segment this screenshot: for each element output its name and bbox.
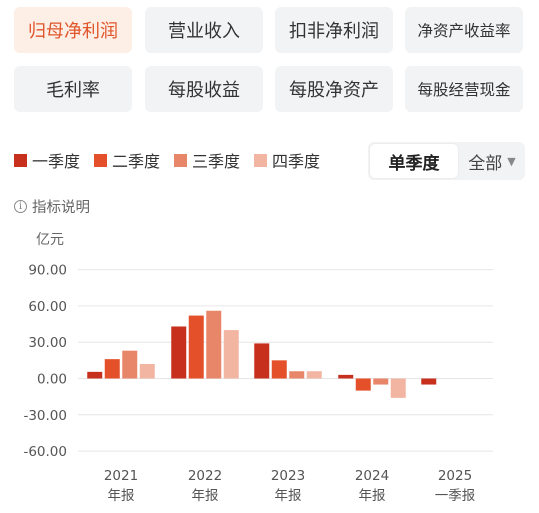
tab-gross-margin[interactable]: 毛利率 [14,66,132,112]
tab-revenue[interactable]: 营业收入 [145,7,263,53]
legend-swatch-q4 [254,153,268,167]
tab-deducted-net-profit[interactable]: 扣非净利润 [275,7,393,53]
bar-2022-q3 [206,310,222,379]
tab-eps[interactable]: 每股收益 [145,66,263,112]
y-tick-label: 90.00 [28,263,67,279]
indicator-explanation-link[interactable]: i 指标说明 [14,196,90,217]
bar-2024-q1 [338,374,354,379]
x-tick-period: 年报 [108,488,135,504]
tab-bvps[interactable]: 每股净资产 [275,66,393,112]
x-tick-year: 2023 [271,468,305,484]
legend-label-q1: 一季度 [32,152,81,171]
legend-label-q3: 三季度 [192,152,241,171]
x-tick-year: 2021 [104,468,138,484]
all-periods-label: 全部 [468,153,503,174]
bar-2022-q4 [223,330,239,379]
x-tick-year: 2024 [355,468,389,484]
bar-2022-q2 [188,315,204,379]
bar-2021-q3 [122,350,138,379]
x-tick-period: 年报 [192,488,219,504]
tab-roe[interactable]: 净资产收益率 [405,7,523,53]
legend-label-q2: 二季度 [112,152,161,171]
chart-legend: 一季度 二季度 三季度 四季度 [14,146,334,174]
bar-2022-q1 [171,326,187,379]
tab-net-profit[interactable]: 归母净利润 [14,7,132,53]
indicator-explanation-label: 指标说明 [32,200,90,216]
all-periods-dropdown[interactable]: 全部 ▼ [462,144,522,178]
legend-item-q1[interactable]: 一季度 [14,148,80,172]
bar-2025-q1 [421,378,437,385]
x-tick-year: 2022 [188,468,222,484]
legend-item-q3[interactable]: 三季度 [174,148,240,172]
bar-2021-q1 [87,371,103,379]
bar-2024-q4 [390,378,406,398]
bar-2023-q2 [271,360,287,379]
bar-2021-q2 [104,359,120,379]
x-tick-period: 年报 [275,488,302,504]
legend-swatch-q3 [174,153,188,167]
x-tick-period: 一季报 [435,488,476,504]
legend-swatch-q2 [94,153,108,167]
bar-2023-q1 [254,343,270,379]
bar-2023-q4 [306,371,322,379]
legend-item-q4[interactable]: 四季度 [254,148,320,172]
y-tick-label: 0.00 [37,372,67,388]
y-tick-label: -60.00 [23,444,67,460]
y-axis-unit: 亿元 [36,232,64,248]
y-tick-label: -30.00 [23,408,67,424]
single-quarter-button[interactable]: 单季度 [370,144,458,178]
bar-2021-q4 [139,363,155,379]
legend-swatch-q1 [14,153,27,167]
bar-2023-q3 [289,371,305,379]
info-icon: i [14,200,27,213]
bar-2024-q3 [373,378,389,385]
y-tick-label: 60.00 [28,299,67,315]
chevron-down-icon: ▼ [507,154,516,168]
tab-ocf-per-share[interactable]: 每股经营现金 [405,66,523,112]
x-tick-year: 2025 [438,468,472,484]
x-tick-period: 年报 [359,488,386,504]
legend-label-q4: 四季度 [272,152,321,171]
y-tick-label: 30.00 [28,335,67,351]
period-toggle: 单季度 全部 ▼ [368,142,525,180]
bar-2024-q2 [355,378,371,391]
legend-item-q2[interactable]: 二季度 [94,148,160,172]
